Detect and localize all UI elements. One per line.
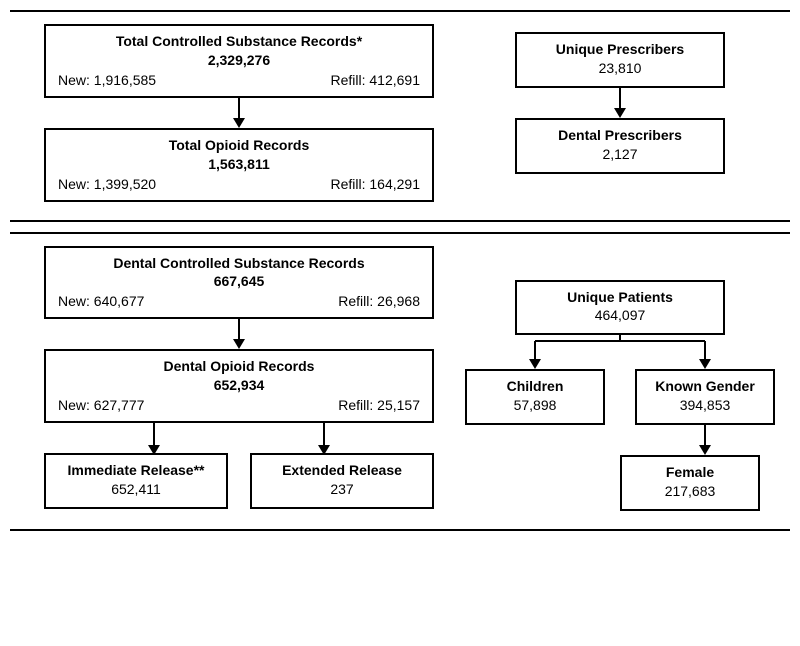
section2-columns: Dental Controlled Substance Records 667,… — [10, 246, 790, 511]
box-title: Immediate Release** — [54, 461, 218, 480]
box-title: Total Opioid Records — [56, 136, 422, 155]
box-value: 23,810 — [527, 59, 713, 78]
box-value: 652,411 — [54, 480, 218, 499]
box-value: 1,563,811 — [56, 155, 422, 174]
box-value: 394,853 — [647, 396, 763, 415]
female-row: Female 217,683 — [460, 455, 780, 511]
section1-left-col: Total Controlled Substance Records* 2,32… — [10, 24, 450, 202]
box-children: Children 57,898 — [465, 369, 605, 425]
arrow-down-icon — [460, 425, 780, 455]
release-split-row: Immediate Release** 652,411 Extended Rel… — [44, 453, 434, 509]
new-cell: New: 627,777 — [58, 397, 144, 413]
box-title: Children — [477, 377, 593, 396]
refill-cell: Refill: 26,968 — [338, 293, 420, 309]
box-value: 652,934 — [56, 376, 422, 395]
new-cell: New: 1,399,520 — [58, 176, 156, 192]
section-dental: Dental Controlled Substance Records 667,… — [10, 232, 790, 531]
box-title: Unique Prescribers — [527, 40, 713, 59]
section1-columns: Total Controlled Substance Records* 2,32… — [10, 24, 790, 202]
arrow-split-icon — [44, 423, 434, 453]
new-cell: New: 1,916,585 — [58, 72, 156, 88]
box-subrow: New: 640,677 Refill: 26,968 — [56, 293, 422, 309]
arrow-down-icon — [608, 88, 632, 118]
box-value: 667,645 — [56, 272, 422, 291]
patient-split-row: Children 57,898 Known Gender 394,853 — [465, 369, 775, 425]
box-value: 2,329,276 — [56, 51, 422, 70]
box-total-opioid: Total Opioid Records 1,563,811 New: 1,39… — [44, 128, 434, 202]
box-dental-controlled-substance: Dental Controlled Substance Records 667,… — [44, 246, 434, 320]
box-title: Dental Prescribers — [527, 126, 713, 145]
new-cell: New: 640,677 — [58, 293, 144, 309]
refill-cell: Refill: 164,291 — [330, 176, 420, 192]
box-title: Dental Opioid Records — [56, 357, 422, 376]
box-extended-release: Extended Release 237 — [250, 453, 434, 509]
box-value: 217,683 — [632, 482, 748, 501]
box-value: 57,898 — [477, 396, 593, 415]
arrow-down-icon — [227, 319, 251, 349]
box-subrow: New: 1,916,585 Refill: 412,691 — [56, 72, 422, 88]
box-title: Unique Patients — [527, 288, 713, 307]
box-female: Female 217,683 — [620, 455, 760, 511]
section-overall: Total Controlled Substance Records* 2,32… — [10, 10, 790, 222]
arrow-down-icon — [227, 98, 251, 128]
box-immediate-release: Immediate Release** 652,411 — [44, 453, 228, 509]
box-subrow: New: 1,399,520 Refill: 164,291 — [56, 176, 422, 192]
box-dental-opioid: Dental Opioid Records 652,934 New: 627,7… — [44, 349, 434, 423]
box-unique-patients: Unique Patients 464,097 — [515, 280, 725, 336]
box-title: Total Controlled Substance Records* — [56, 32, 422, 51]
box-title: Female — [632, 463, 748, 482]
section2-right-col: Unique Patients 464,097 Children 57,898 — [450, 246, 790, 511]
box-value: 237 — [260, 480, 424, 499]
box-total-controlled-substance: Total Controlled Substance Records* 2,32… — [44, 24, 434, 98]
box-value: 464,097 — [527, 306, 713, 325]
refill-cell: Refill: 412,691 — [330, 72, 420, 88]
refill-cell: Refill: 25,157 — [338, 397, 420, 413]
section2-left-col: Dental Controlled Substance Records 667,… — [10, 246, 450, 509]
section1-right-col: Unique Prescribers 23,810 Dental Prescri… — [450, 24, 790, 174]
box-title: Known Gender — [647, 377, 763, 396]
arrow-branch-icon — [460, 335, 780, 369]
box-known-gender: Known Gender 394,853 — [635, 369, 775, 425]
box-unique-prescribers: Unique Prescribers 23,810 — [515, 32, 725, 88]
box-dental-prescribers: Dental Prescribers 2,127 — [515, 118, 725, 174]
box-subrow: New: 627,777 Refill: 25,157 — [56, 397, 422, 413]
box-value: 2,127 — [527, 145, 713, 164]
box-title: Dental Controlled Substance Records — [56, 254, 422, 273]
box-title: Extended Release — [260, 461, 424, 480]
